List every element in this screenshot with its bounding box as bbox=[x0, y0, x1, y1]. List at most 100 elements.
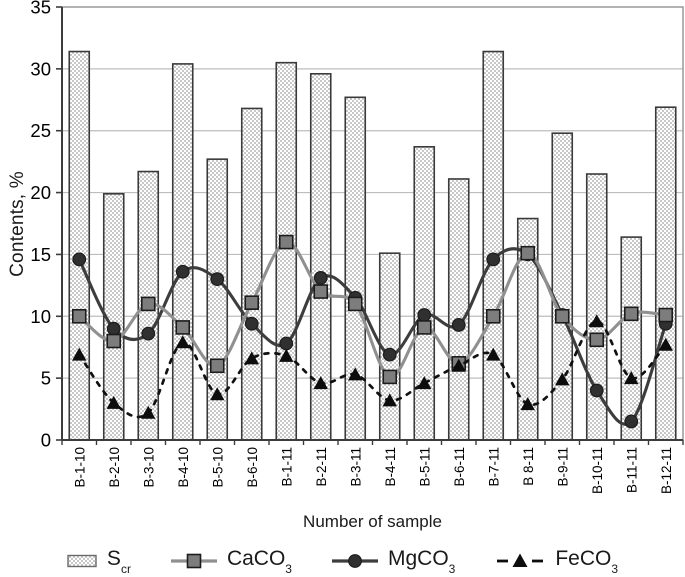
marker-square bbox=[416, 320, 432, 335]
x-tick-label: B-9-11 bbox=[555, 447, 570, 487]
x-tick-label: B 8-11 bbox=[521, 447, 536, 486]
series-line-FeCO3 bbox=[77, 319, 668, 419]
triangle-dash-swatch-icon bbox=[497, 553, 544, 567]
marker-triangle bbox=[589, 314, 604, 328]
y-tick-label: 25 bbox=[30, 120, 51, 141]
legend-item-mgco3: MgCO3 bbox=[331, 547, 456, 576]
marker-circle bbox=[589, 383, 604, 398]
bar bbox=[275, 61, 298, 441]
bar bbox=[344, 96, 367, 441]
marker-triangle bbox=[520, 397, 535, 411]
x-tick-label: B-1-11 bbox=[279, 447, 294, 487]
marker-triangle bbox=[382, 393, 397, 407]
x-tick-label: B-2-10 bbox=[107, 447, 122, 488]
marker-triangle bbox=[279, 348, 294, 362]
y-tick-label: 20 bbox=[30, 182, 51, 203]
legend-label-feco3: FeCO3 bbox=[555, 547, 619, 576]
marker-square bbox=[382, 369, 398, 385]
legend-item-caco3: CaCO3 bbox=[170, 547, 292, 576]
marker-triangle bbox=[313, 376, 328, 390]
marker-circle bbox=[417, 308, 432, 322]
marker-circle bbox=[175, 264, 190, 279]
marker-square bbox=[175, 320, 191, 335]
y-tick-label: 15 bbox=[30, 244, 51, 265]
marker-circle bbox=[72, 252, 87, 267]
marker-triangle bbox=[141, 405, 156, 419]
x-tick-label: B-2-11 bbox=[314, 447, 329, 487]
x-tick-label: B-5-10 bbox=[210, 447, 225, 488]
marker-circle bbox=[382, 347, 397, 362]
x-tick-label: B-5-11 bbox=[417, 447, 432, 487]
marker-circle bbox=[624, 414, 639, 429]
marker-triangle bbox=[658, 337, 673, 351]
y-axis-title: Contents, % bbox=[7, 171, 28, 277]
bar bbox=[240, 107, 263, 441]
bar bbox=[447, 178, 470, 441]
marker-square bbox=[209, 358, 225, 374]
marker-square bbox=[658, 307, 674, 323]
bar-swatch-icon bbox=[67, 554, 97, 567]
marker-circle bbox=[279, 336, 294, 351]
marker-circle bbox=[451, 318, 466, 332]
square-line-swatch-icon bbox=[170, 553, 217, 568]
marker-triangle bbox=[555, 372, 570, 386]
x-tick-label: B-4-10 bbox=[176, 447, 191, 488]
bar bbox=[68, 50, 91, 441]
legend: Scr CaCO3 MgCO3 FeCO3 bbox=[0, 544, 685, 577]
marker-triangle bbox=[451, 358, 466, 372]
series-line-CaCO3 bbox=[77, 240, 668, 379]
x-tick-label: B-6-10 bbox=[245, 447, 260, 488]
marker-square bbox=[106, 333, 122, 349]
x-tick-label: B-3-11 bbox=[348, 447, 363, 487]
x-tick-label: B-10-11 bbox=[590, 447, 605, 494]
marker-triangle bbox=[244, 351, 259, 365]
bar bbox=[654, 106, 677, 441]
marker-square bbox=[140, 296, 156, 312]
legend-item-feco3: FeCO3 bbox=[495, 547, 619, 576]
marker-triangle bbox=[72, 347, 87, 361]
bar bbox=[171, 63, 194, 441]
x-tick-label: B-1-10 bbox=[72, 447, 87, 488]
marker-square bbox=[623, 306, 639, 322]
legend-label-scr: Scr bbox=[106, 547, 131, 576]
y-tick-label: 0 bbox=[41, 429, 51, 450]
marker-circle bbox=[486, 252, 501, 267]
x-tick-label: B-4-11 bbox=[383, 447, 398, 487]
marker-square bbox=[278, 234, 294, 250]
y-tick-label: 10 bbox=[30, 306, 51, 327]
bar bbox=[413, 145, 436, 441]
y-tick-label: 5 bbox=[41, 368, 51, 389]
legend-label-caco3: CaCO3 bbox=[226, 547, 292, 576]
marker-circle bbox=[313, 271, 328, 285]
marker-square bbox=[313, 284, 329, 299]
marker-square bbox=[520, 245, 536, 261]
marker-triangle bbox=[106, 395, 121, 409]
marker-circle bbox=[210, 272, 225, 287]
legend-label-mgco3: MgCO3 bbox=[387, 547, 456, 576]
bar bbox=[551, 132, 574, 441]
y-tick-label: 30 bbox=[30, 58, 51, 79]
marker-triangle bbox=[348, 367, 363, 381]
marker-triangle bbox=[175, 335, 190, 349]
x-tick-label: B-12-11 bbox=[659, 447, 674, 494]
bar bbox=[482, 50, 505, 441]
x-tick-label: B-3-10 bbox=[141, 447, 156, 488]
marker-square bbox=[589, 332, 605, 348]
x-tick-label: B-11-11 bbox=[624, 447, 639, 493]
marker-square bbox=[244, 295, 260, 310]
marker-circle bbox=[106, 321, 121, 336]
series-line-MgCO3 bbox=[77, 247, 668, 426]
marker-triangle bbox=[417, 376, 432, 390]
marker-circle bbox=[244, 316, 259, 331]
marker-triangle bbox=[486, 347, 501, 361]
marker-triangle bbox=[210, 387, 225, 401]
marker-square bbox=[347, 296, 363, 312]
plot-area: 0 5 10 15 20 25 30 35 B-1-10 B-2-10 B-3-10 B-4-10 B-… bbox=[30, 0, 684, 494]
x-tick-label: B-6-11 bbox=[452, 447, 467, 487]
legend-item-scr: Scr bbox=[67, 547, 131, 576]
marker-square bbox=[485, 308, 501, 324]
x-tick-label: B-7-11 bbox=[486, 447, 501, 487]
marker-circle bbox=[141, 326, 156, 341]
circle-line-swatch-icon bbox=[331, 553, 378, 568]
